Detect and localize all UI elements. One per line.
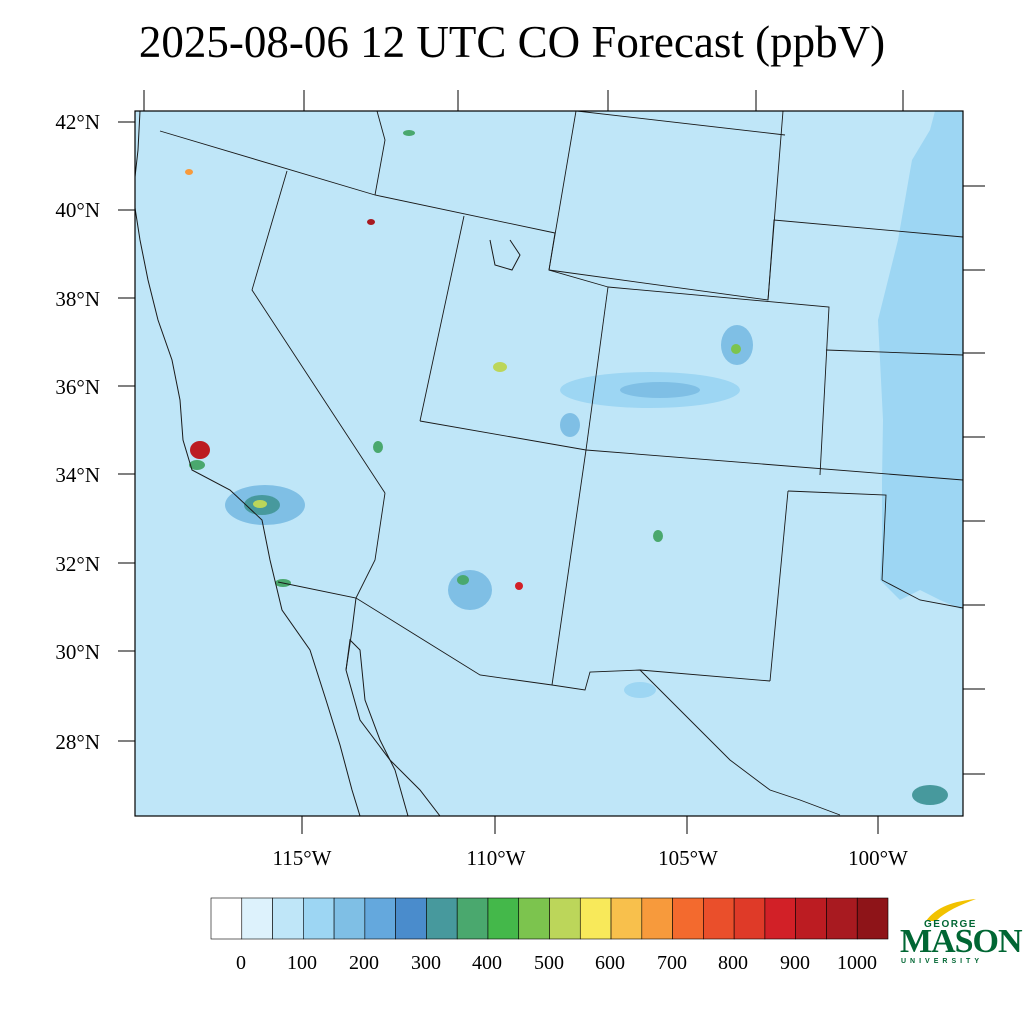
- co-patch-montana: [403, 130, 415, 136]
- colorbar-label-1000: 1000: [837, 952, 877, 974]
- co-patch-fire-arizona: [515, 582, 523, 590]
- colorbar-label-900: 900: [780, 952, 810, 974]
- axis-ticks: [118, 90, 985, 834]
- border-us-mexico-rio-grande: [639, 669, 841, 816]
- colorbar-label-400: 400: [472, 952, 502, 974]
- colorbar-label-500: 500: [534, 952, 564, 974]
- coastlines: [135, 111, 521, 816]
- colorbar-box-12: [579, 897, 612, 940]
- co-patch-fire-idaho: [367, 219, 375, 225]
- colorbar-box-13: [610, 897, 643, 940]
- lon-label-105w: 105°W: [658, 846, 718, 870]
- lat-label-42n: 42°N: [55, 110, 100, 134]
- colorbar-box-8: [456, 897, 489, 940]
- co-patch-el-paso: [624, 682, 656, 698]
- border-utah-colorado: [585, 286, 609, 451]
- border-new-mexico-texas: [769, 490, 789, 682]
- co-patch-four-corners-core: [620, 382, 700, 398]
- co-patch-utah: [493, 362, 507, 372]
- colorbar-box-9: [487, 897, 520, 940]
- border-nevada-utah: [419, 215, 465, 422]
- george-mason-logo: GEORGE MASON UNIVERSITY: [900, 897, 1023, 967]
- border-nebraska-south-dakota: [767, 219, 963, 301]
- colorbar-box-0: [210, 897, 243, 940]
- co-patch-fire-california: [190, 441, 210, 459]
- co-patch-los-angeles-peak: [253, 500, 267, 508]
- colorbar-box-14: [641, 897, 673, 940]
- logo-george-text: GEORGE: [924, 919, 977, 930]
- colorbar-box-20: [826, 897, 858, 940]
- colorbar-box-2: [272, 897, 304, 940]
- coastline-pacific: [135, 111, 361, 816]
- border-texas-oklahoma: [787, 490, 887, 581]
- lon-label-100w: 100°W: [848, 846, 908, 870]
- colorbar-label-300: 300: [411, 952, 441, 974]
- colorbar-label-200: 200: [349, 952, 379, 974]
- colorbar-box-11: [549, 897, 581, 940]
- colorbar-box-5: [364, 897, 396, 940]
- border-idaho-montana: [374, 111, 386, 196]
- colorbar-box-4: [333, 897, 366, 940]
- map-background: [135, 111, 963, 816]
- border-kansas-north: [825, 349, 963, 356]
- border-arizona-california: [355, 492, 386, 599]
- colorbar-box-3: [303, 897, 335, 940]
- lat-label-34n: 34°N: [55, 463, 100, 487]
- colorbar-box-7: [426, 897, 458, 940]
- colorbar-label-700: 700: [657, 952, 687, 974]
- border-us-mexico-west: [277, 581, 771, 691]
- logo-university-text: UNIVERSITY: [901, 958, 984, 965]
- lat-label-30n: 30°N: [55, 640, 100, 664]
- gulf-of-mexico-region: [878, 111, 963, 610]
- colorbar-box-21: [856, 897, 889, 940]
- co-patch-monterrey: [912, 785, 948, 805]
- coastline-gulf-of-california: [345, 597, 441, 816]
- co-patch-northern-new-mexico: [560, 413, 580, 437]
- border-idaho-wyoming: [548, 111, 577, 271]
- political-borders: [159, 111, 963, 816]
- co-patch-california-coast: [189, 460, 205, 470]
- colorbar-box-15: [672, 897, 704, 940]
- co-patch-phoenix-peak: [457, 575, 469, 585]
- co-patch-denver-peak: [731, 344, 741, 354]
- colorbar-box-19: [795, 897, 827, 940]
- lon-label-115w: 115°W: [272, 846, 332, 870]
- colorbar-box-18: [764, 897, 796, 940]
- co-patch-fire-oregon: [185, 169, 193, 175]
- colorbar-label-0: 0: [236, 952, 246, 974]
- lat-label-28n: 28°N: [55, 730, 100, 754]
- border-arizona-new-mexico: [551, 449, 587, 686]
- colorbar-box-17: [733, 897, 766, 940]
- colorbar: [210, 897, 889, 940]
- lon-label-110w: 110°W: [466, 846, 526, 870]
- border-colorado-outline: [607, 286, 830, 476]
- colorbar-box-16: [703, 897, 735, 940]
- colorbar-label-600: 600: [595, 952, 625, 974]
- border-montana-south: [576, 111, 786, 136]
- co-concentration-patches: [185, 130, 948, 805]
- lat-label-40n: 40°N: [55, 198, 100, 222]
- logo-swoosh-icon: [926, 899, 976, 921]
- lat-label-36n: 36°N: [55, 375, 100, 399]
- colorbar-box-1: [241, 897, 273, 940]
- colorbar-box-6: [395, 897, 427, 940]
- great-salt-lake: [489, 239, 521, 271]
- co-patch-phoenix: [448, 570, 492, 610]
- border-texas-coast: [881, 579, 963, 609]
- co-patch-las-vegas: [373, 441, 383, 453]
- lat-label-32n: 32°N: [55, 552, 100, 576]
- chart-title: 2025-08-06 12 UTC CO Forecast (ppbV): [138, 17, 886, 67]
- colorbar-box-10: [518, 897, 550, 940]
- lat-label-38n: 38°N: [55, 287, 100, 311]
- colorbar-label-100: 100: [287, 952, 317, 974]
- border-california-nevada: [251, 170, 386, 494]
- colorbar-label-800: 800: [718, 952, 748, 974]
- map-plot-area: [135, 111, 963, 816]
- map-frame: [134, 110, 964, 817]
- coastline-baja-east: [345, 638, 409, 816]
- logo-mason-text: MASON: [900, 923, 1023, 960]
- co-patch-albuquerque: [653, 530, 663, 542]
